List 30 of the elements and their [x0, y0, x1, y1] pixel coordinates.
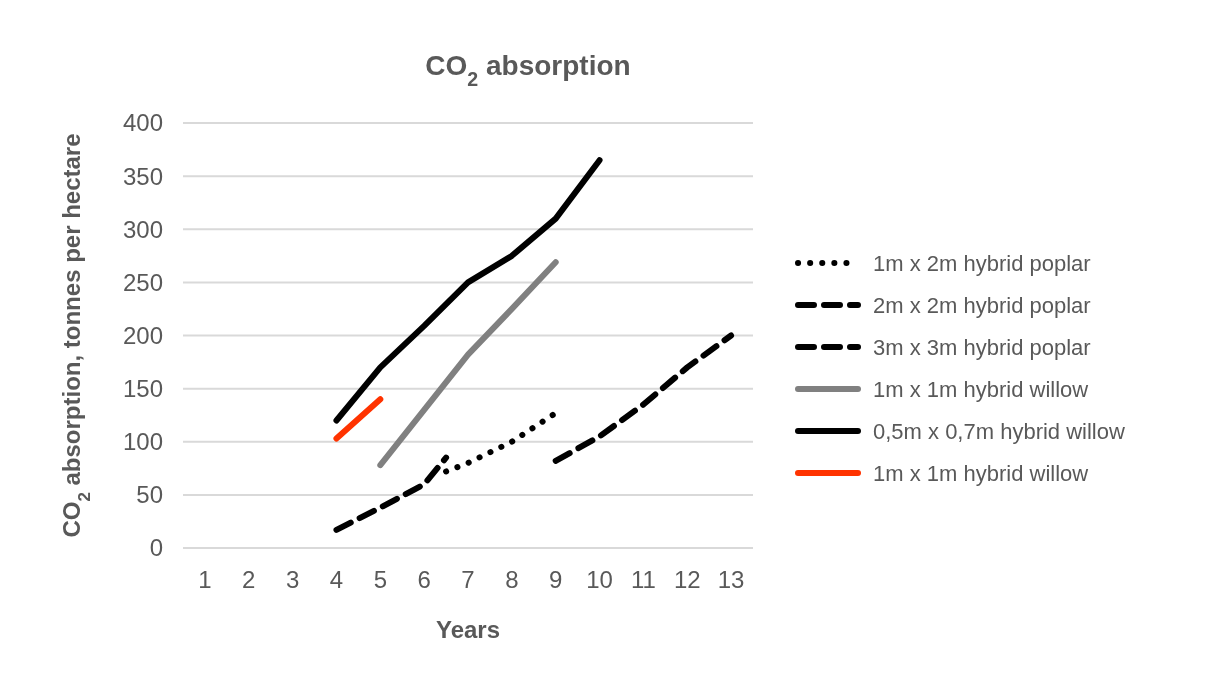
- x-tick-label: 6: [417, 566, 431, 593]
- y-tick-label: 200: [122, 321, 163, 349]
- legend-label: 2m x 2m hybrid poplar: [873, 292, 1091, 318]
- chart-title: CO$_{2}$ absorption: [425, 50, 631, 90]
- legend-label: 0,5m x 0,7m hybrid willow: [873, 418, 1125, 444]
- legend-label: 3m x 3m hybrid poplar: [873, 334, 1091, 360]
- x-axis-title: Years: [435, 616, 501, 643]
- y-tick-label: 400: [122, 109, 163, 137]
- legend-label: 1m x 1m hybrid willow: [873, 376, 1089, 402]
- x-tick-label: 3: [285, 566, 300, 593]
- y-tick-label: 100: [122, 428, 163, 456]
- y-tick-label: 0: [149, 534, 163, 562]
- y-tick-label: 300: [122, 215, 163, 243]
- y-tick-label: 150: [122, 375, 163, 403]
- x-tick-label: 8: [505, 566, 519, 593]
- x-tick-label: 5: [373, 566, 387, 593]
- x-tick-label: 4: [329, 566, 344, 593]
- y-tick-label: 250: [122, 268, 163, 296]
- legend-label: 1m x 1m hybrid willow: [873, 460, 1089, 486]
- x-tick-label: 13: [717, 566, 745, 593]
- y-tick-label: 50: [136, 481, 163, 509]
- x-tick-label: 1: [198, 566, 212, 593]
- x-tick-label: 11: [630, 566, 656, 593]
- x-tick-label: 12: [673, 566, 701, 593]
- x-tick-label: 9: [549, 566, 563, 593]
- y-tick-label: 350: [122, 162, 163, 190]
- legend-label: 1m x 2m hybrid poplar: [873, 250, 1091, 276]
- x-tick-label: 7: [461, 566, 475, 593]
- x-tick-label: 10: [586, 566, 613, 593]
- x-tick-label: 2: [242, 566, 256, 593]
